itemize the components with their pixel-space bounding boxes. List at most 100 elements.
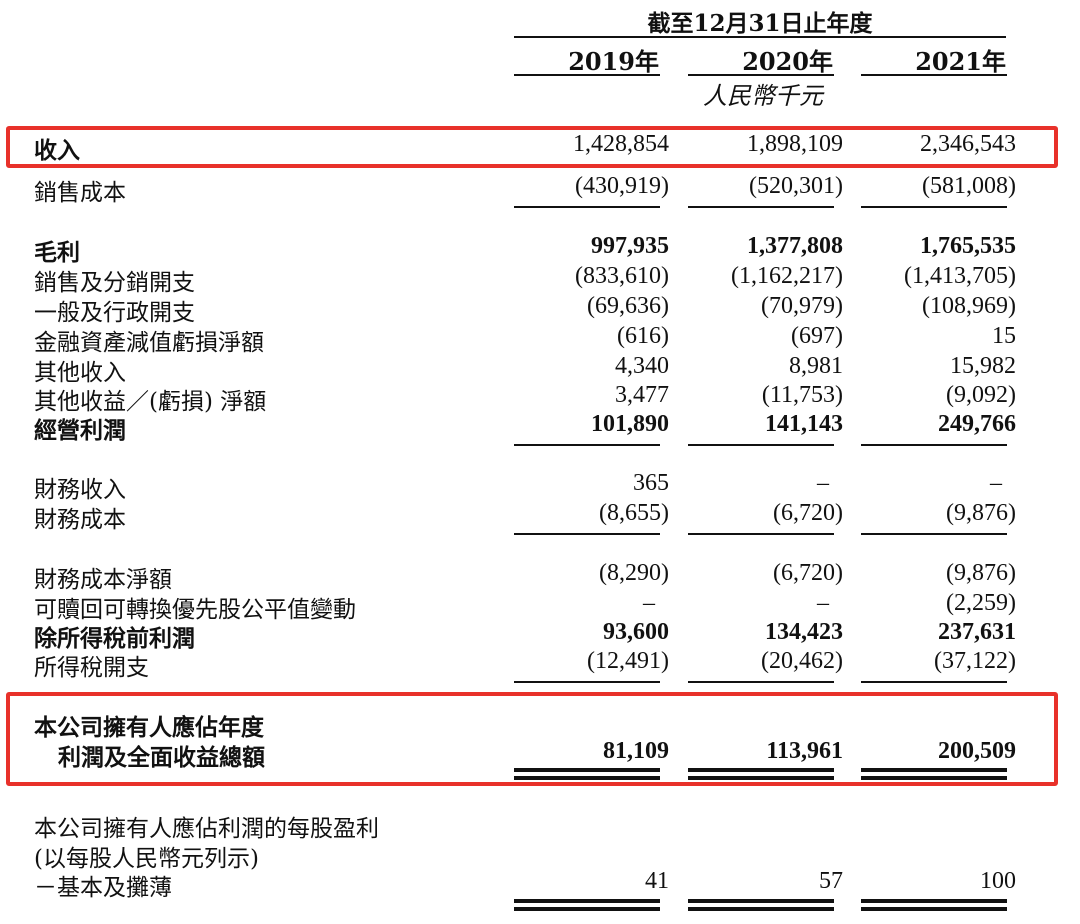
subtotal-rule [688,533,834,535]
value-finance-costs-2019: (8,655) [599,500,669,526]
value-cost-of-sales-2019: (430,919) [575,173,669,199]
value-eps-2019: 41 [645,868,669,894]
value-fair-value-changes-2019: – [643,590,655,616]
value-income-tax-2020: (20,462) [761,648,843,674]
value-selling-expenses-2019: (833,610) [575,263,669,289]
value-revenue-2019: 1,428,854 [573,131,669,157]
subtotal-rule [514,533,660,535]
value-income-tax-2021: (37,122) [934,648,1016,674]
value-total-profit-2021: 200,509 [938,738,1016,764]
value-fair-value-changes-2021: (2,259) [946,590,1016,616]
value-finance-income-2019: 365 [633,470,669,496]
row-label-revenue: 收入 [34,137,80,164]
value-revenue-2020: 1,898,109 [747,131,843,157]
eps-double-rule [861,907,1007,911]
value-other-gains-2019: 3,477 [615,382,669,408]
row-label-fair-value-changes: 可贖回可轉換優先股公平值變動 [34,597,356,623]
value-impairment-losses-2019: (616) [617,323,669,349]
value-gross-profit-2019: 997,935 [591,233,669,259]
value-impairment-losses-2020: (697) [791,323,843,349]
value-other-gains-2020: (11,753) [761,382,843,408]
eps-double-rule [688,907,834,911]
subtotal-rule [688,444,834,446]
value-net-finance-costs-2021: (9,876) [946,560,1016,586]
subtotal-rule [861,681,1007,683]
year-rule-2020 [688,74,834,76]
value-net-finance-costs-2020: (6,720) [773,560,843,586]
row-label-net-finance-costs: 財務成本淨額 [34,567,172,593]
eps-double-rule [861,899,1007,903]
currency-unit: 人民幣千元 [703,82,823,110]
value-income-tax-2019: (12,491) [587,648,669,674]
value-admin-expenses-2020: (70,979) [761,293,843,319]
value-finance-income-2021: – [990,470,1002,496]
year-rule-2019 [514,74,660,76]
year-header-2019: 2019年 [568,47,659,76]
value-gross-profit-2020: 1,377,808 [747,233,843,259]
value-operating-profit-2020: 141,143 [765,411,843,437]
value-operating-profit-2021: 249,766 [938,411,1016,437]
row-label-eps-line1: 本公司擁有人應佔利潤的每股盈利 [34,816,379,842]
value-finance-costs-2021: (9,876) [946,500,1016,526]
subtotal-rule [861,533,1007,535]
revenue-highlight-box [6,126,1058,168]
header-divider [514,36,1006,38]
row-label-selling-expenses: 銷售及分銷開支 [34,270,195,296]
year-rule-2021 [861,74,1007,76]
year-header-2021: 2021年 [915,47,1006,76]
row-label-eps-basic-diluted: －基本及攤薄 [34,875,172,901]
value-admin-expenses-2021: (108,969) [922,293,1016,319]
value-other-income-2021: 15,982 [950,353,1016,379]
eps-double-rule [688,899,834,903]
value-gross-profit-2021: 1,765,535 [920,233,1016,259]
subtotal-rule [861,444,1007,446]
value-admin-expenses-2019: (69,636) [587,293,669,319]
subtotal-rule [861,206,1007,208]
row-label-income-tax: 所得稅開支 [34,655,149,681]
subtotal-rule [514,206,660,208]
value-operating-profit-2019: 101,890 [591,411,669,437]
value-cost-of-sales-2021: (581,008) [922,173,1016,199]
period-header: 截至12月31日止年度 [647,10,873,37]
row-label-other-income: 其他收入 [34,360,126,386]
total-double-rule [514,776,660,780]
row-label-admin-expenses: 一般及行政開支 [34,300,195,326]
year-header-2020: 2020年 [742,47,833,76]
value-fair-value-changes-2020: – [817,590,829,616]
value-total-profit-2019: 81,109 [603,738,669,764]
total-profit-highlight-box [6,692,1058,786]
row-label-finance-income: 財務收入 [34,477,126,503]
row-label-finance-costs: 財務成本 [34,507,126,533]
eps-double-rule [514,899,660,903]
value-eps-2020: 57 [819,868,843,894]
value-profit-before-tax-2019: 93,600 [603,619,669,645]
value-cost-of-sales-2020: (520,301) [749,173,843,199]
total-double-rule [861,776,1007,780]
subtotal-rule [514,681,660,683]
row-label-impairment-losses: 金融資產減值虧損淨額 [34,330,264,356]
row-label-cost-of-sales: 銷售成本 [34,180,126,206]
value-finance-costs-2020: (6,720) [773,500,843,526]
total-double-rule [688,776,834,780]
row-label-total-profit-line2: 利潤及全面收益總額 [58,744,265,771]
eps-double-rule [514,907,660,911]
value-profit-before-tax-2020: 134,423 [765,619,843,645]
value-other-income-2019: 4,340 [615,353,669,379]
value-selling-expenses-2021: (1,413,705) [904,263,1016,289]
value-other-income-2020: 8,981 [789,353,843,379]
row-label-eps-line2: (以每股人民幣元列示) [34,846,259,872]
row-label-profit-before-tax: 除所得稅前利潤 [34,625,195,652]
value-eps-2021: 100 [980,868,1016,894]
value-profit-before-tax-2021: 237,631 [938,619,1016,645]
row-label-total-profit-line1: 本公司擁有人應佔年度 [34,714,264,741]
total-double-rule [688,768,834,772]
row-label-other-gains: 其他收益／(虧損) 淨額 [34,389,267,415]
row-label-gross-profit: 毛利 [34,239,80,266]
total-double-rule [861,768,1007,772]
value-selling-expenses-2020: (1,162,217) [731,263,843,289]
value-finance-income-2020: – [817,470,829,496]
value-total-profit-2020: 113,961 [766,738,843,764]
subtotal-rule [688,206,834,208]
value-revenue-2021: 2,346,543 [920,131,1016,157]
row-label-operating-profit: 經營利潤 [34,417,126,444]
